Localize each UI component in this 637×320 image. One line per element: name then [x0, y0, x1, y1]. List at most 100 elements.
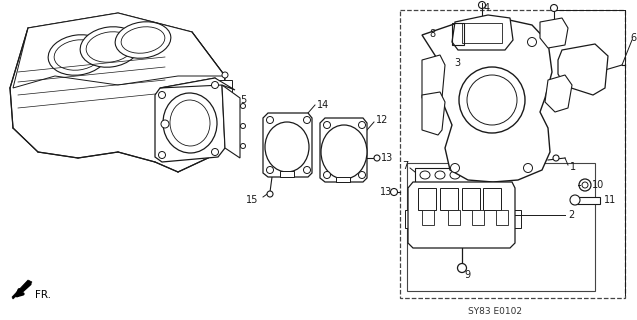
Circle shape: [427, 73, 437, 83]
Circle shape: [359, 122, 366, 129]
Polygon shape: [263, 113, 312, 177]
Ellipse shape: [435, 171, 445, 179]
Circle shape: [222, 72, 228, 78]
Bar: [336, 177, 350, 182]
Text: 4: 4: [484, 3, 490, 13]
Polygon shape: [320, 118, 367, 182]
Ellipse shape: [163, 93, 217, 153]
Ellipse shape: [86, 32, 134, 62]
Polygon shape: [12, 280, 32, 299]
Circle shape: [527, 37, 536, 46]
Circle shape: [266, 116, 273, 124]
Circle shape: [550, 4, 557, 12]
Bar: [483, 188, 501, 210]
Circle shape: [570, 195, 580, 205]
Circle shape: [159, 151, 166, 158]
Circle shape: [359, 172, 366, 179]
Text: 6: 6: [630, 33, 636, 43]
Polygon shape: [10, 13, 225, 172]
Polygon shape: [408, 182, 515, 248]
Ellipse shape: [121, 27, 165, 53]
Bar: [462, 188, 480, 210]
Text: SY83 E0102: SY83 E0102: [468, 308, 522, 316]
Bar: [448, 210, 460, 225]
Bar: [400, 10, 625, 298]
Polygon shape: [422, 55, 445, 102]
Circle shape: [427, 107, 437, 117]
Circle shape: [524, 164, 533, 172]
Bar: [218, 80, 232, 92]
Text: 7: 7: [402, 161, 408, 171]
Circle shape: [241, 124, 245, 129]
Circle shape: [582, 182, 588, 188]
Circle shape: [241, 143, 245, 148]
Bar: [280, 171, 294, 177]
Bar: [418, 188, 436, 210]
Circle shape: [550, 29, 558, 37]
Circle shape: [457, 263, 466, 273]
Polygon shape: [222, 85, 240, 158]
Bar: [452, 23, 464, 45]
Polygon shape: [545, 75, 572, 112]
Circle shape: [553, 155, 559, 161]
Ellipse shape: [572, 59, 592, 77]
Ellipse shape: [420, 171, 430, 179]
Ellipse shape: [54, 40, 102, 70]
Circle shape: [374, 155, 380, 161]
Circle shape: [267, 191, 273, 197]
Text: 15: 15: [246, 195, 258, 205]
Circle shape: [266, 166, 273, 173]
Bar: [513, 210, 521, 228]
Circle shape: [211, 148, 218, 156]
Text: 1: 1: [570, 162, 576, 172]
Polygon shape: [422, 92, 445, 135]
Polygon shape: [452, 15, 513, 50]
Ellipse shape: [450, 171, 460, 179]
Circle shape: [478, 51, 486, 59]
Text: 12: 12: [376, 115, 389, 125]
Polygon shape: [422, 18, 552, 182]
Text: 9: 9: [464, 270, 470, 280]
Text: 11: 11: [604, 195, 616, 205]
Circle shape: [579, 179, 591, 191]
Ellipse shape: [265, 122, 309, 172]
Ellipse shape: [80, 27, 140, 67]
Ellipse shape: [465, 171, 475, 179]
Ellipse shape: [480, 171, 490, 179]
Circle shape: [303, 116, 310, 124]
Bar: [422, 210, 434, 225]
Circle shape: [159, 92, 166, 99]
Circle shape: [390, 188, 397, 196]
Text: 3: 3: [454, 58, 460, 68]
Text: 13: 13: [380, 187, 392, 197]
Circle shape: [324, 122, 331, 129]
Text: FR.: FR.: [35, 290, 51, 300]
Bar: [440, 188, 458, 210]
Bar: [405, 210, 413, 228]
Polygon shape: [13, 13, 225, 88]
Bar: [472, 210, 484, 225]
Circle shape: [303, 166, 310, 173]
Polygon shape: [540, 18, 568, 48]
Circle shape: [552, 89, 562, 99]
Bar: [572, 197, 600, 204]
Text: 10: 10: [592, 180, 605, 190]
Text: 5: 5: [240, 95, 247, 105]
Text: 13: 13: [381, 153, 393, 163]
Polygon shape: [160, 78, 235, 90]
Circle shape: [211, 82, 218, 89]
Text: 8: 8: [430, 29, 436, 39]
Bar: [407, 163, 595, 291]
Circle shape: [241, 103, 245, 108]
Polygon shape: [415, 168, 498, 183]
Text: 2: 2: [568, 210, 574, 220]
Ellipse shape: [48, 35, 108, 75]
Text: 14: 14: [317, 100, 329, 110]
Ellipse shape: [321, 125, 367, 179]
Ellipse shape: [115, 22, 171, 58]
Circle shape: [467, 75, 517, 125]
Circle shape: [450, 164, 459, 172]
Polygon shape: [558, 44, 608, 95]
Circle shape: [478, 2, 485, 9]
Ellipse shape: [170, 100, 210, 146]
